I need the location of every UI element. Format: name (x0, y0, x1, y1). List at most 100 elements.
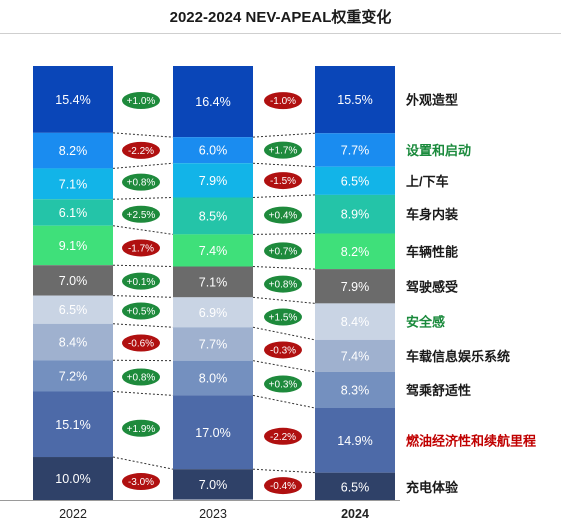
change-badge-label: -1.7% (128, 244, 154, 255)
change-badge-label: -2.2% (128, 146, 154, 157)
bar-segment (315, 133, 395, 167)
bar-value-label: 6.5% (341, 480, 370, 494)
increase-badge (264, 206, 302, 224)
bar-segment (33, 199, 113, 226)
bar-value-label: 15.5% (337, 93, 372, 107)
connector-line (112, 391, 174, 396)
increase-badge (122, 419, 160, 437)
bar-segment (33, 265, 113, 296)
connector-line (112, 323, 174, 328)
series-label: 充电体验 (406, 480, 459, 495)
series-label: 外观造型 (405, 93, 458, 108)
bar-segment (33, 323, 113, 361)
bar-segment (315, 371, 395, 408)
bar-segment (315, 166, 395, 195)
bar-segment (315, 194, 395, 234)
bar-value-label: 6.1% (59, 206, 88, 220)
bar-segment (173, 163, 253, 198)
bar-value-label: 7.7% (199, 337, 228, 351)
connector-line (252, 233, 316, 235)
connector-line (112, 162, 174, 169)
bar-value-label: 17.0% (195, 426, 230, 440)
bar-segment (315, 233, 395, 270)
bar-segment (173, 360, 253, 396)
decrease-badge (122, 473, 160, 491)
bar-value-label: 15.4% (55, 93, 90, 107)
connector-line (252, 132, 316, 138)
connector-line (252, 326, 316, 341)
bar-value-label: 6.5% (341, 174, 370, 188)
bar-value-label: 8.5% (199, 209, 228, 223)
increase-badge (122, 368, 160, 386)
bar-value-label: 8.2% (59, 144, 88, 158)
bar-segment (173, 137, 253, 164)
bar-value-label: 7.4% (199, 244, 228, 258)
bar-value-label: 8.4% (341, 315, 370, 329)
bar-segment (173, 297, 253, 328)
change-badge-label: -0.3% (270, 346, 296, 357)
connector-line (252, 194, 316, 198)
bar-segment (315, 472, 395, 501)
connector-line (252, 360, 316, 373)
increase-badge (122, 92, 160, 109)
change-badge-label: +2.5% (127, 210, 156, 221)
bar-segment (173, 469, 253, 500)
chart-title: 2022-2024 NEV-APEAL权重变化 (169, 9, 392, 26)
bar-segment (173, 234, 253, 267)
bar-segment (33, 457, 113, 501)
x-tick-label: 2024 (341, 507, 369, 521)
increase-badge (264, 308, 302, 326)
connector-line (252, 266, 316, 270)
change-badge-label: -1.5% (270, 176, 296, 187)
bar-value-label: 16.4% (195, 95, 230, 109)
bar-value-label: 8.4% (59, 336, 88, 350)
change-badge-label: -2.2% (270, 432, 296, 443)
bar-value-label: 7.4% (341, 349, 370, 363)
bar-segment (315, 339, 395, 372)
bar-segment (33, 225, 113, 266)
change-badge-label: -0.6% (128, 339, 154, 350)
bar-segment (173, 66, 253, 138)
change-badge-label: +1.9% (127, 424, 156, 435)
bar-segment (33, 391, 113, 458)
bar-value-label: 10.0% (55, 472, 90, 486)
bar-value-label: 7.0% (59, 274, 88, 288)
change-badge-label: -3.0% (128, 477, 154, 488)
bar-value-label: 7.7% (341, 143, 370, 157)
bar-value-label: 8.0% (199, 372, 228, 386)
change-badge-label: +0.4% (269, 211, 298, 222)
change-badge-label: +0.8% (269, 280, 298, 291)
increase-badge (264, 375, 302, 393)
bar-value-label: 6.9% (199, 306, 228, 320)
increase-badge (264, 141, 302, 159)
bar-segment (315, 407, 395, 473)
series-label: 上/下车 (406, 174, 449, 189)
change-badge-label: +0.5% (127, 307, 156, 318)
bar-value-label: 7.9% (341, 280, 370, 294)
increase-badge (122, 173, 160, 191)
series-label: 驾乘舒适性 (406, 383, 471, 398)
increase-badge (264, 242, 302, 260)
x-tick-label: 2023 (199, 507, 227, 521)
bar-value-label: 7.1% (199, 275, 228, 289)
change-badge-label: +1.0% (127, 96, 156, 107)
bar-segment (173, 395, 253, 470)
bar-segment (33, 295, 113, 324)
decrease-badge (264, 427, 302, 445)
bar-value-label: 9.1% (59, 239, 88, 253)
series-label: 车载信息娱乐系统 (406, 349, 510, 364)
connector-line (112, 456, 174, 470)
connector-line (112, 295, 174, 298)
bar-value-label: 7.2% (59, 369, 88, 383)
connector-line (112, 197, 174, 200)
bar-value-label: 14.9% (337, 434, 372, 448)
decrease-badge (122, 239, 160, 257)
x-tick-label: 2022 (59, 507, 87, 521)
change-badge-label: -1.0% (270, 96, 296, 107)
connector-line (252, 394, 316, 409)
bar-segment (315, 303, 395, 340)
connector-line (252, 468, 316, 474)
bar-value-label: 15.1% (55, 418, 90, 432)
bar-value-label: 7.9% (199, 174, 228, 188)
